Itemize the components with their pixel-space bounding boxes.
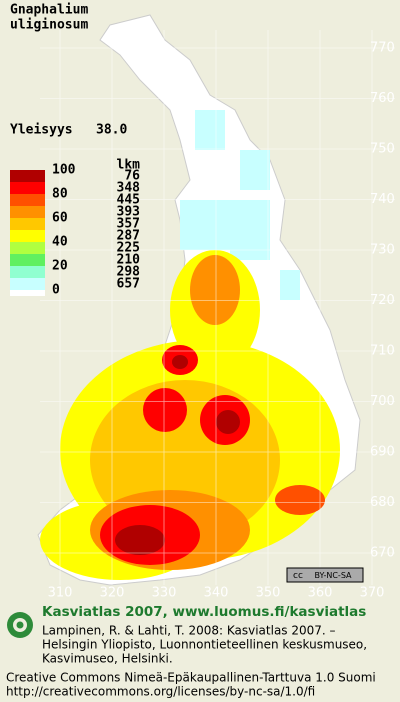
citation: Helsingin Yliopisto, Luonnontieteellinen… <box>42 638 367 652</box>
frequency-value: 38.0 <box>96 123 127 138</box>
region <box>115 525 165 555</box>
grid-label-x: 320 <box>100 586 125 601</box>
legend-scale: 100 <box>52 163 76 178</box>
legend-swatch <box>10 218 45 230</box>
grid-label-y: 740 <box>370 192 395 207</box>
species-name: uliginosum <box>10 18 88 33</box>
grid-label-y: 670 <box>370 546 395 561</box>
citation: Lampinen, R. & Lahti, T. 2008: Kasviatla… <box>42 624 336 638</box>
map <box>37 14 361 586</box>
region <box>216 410 240 434</box>
grid-label-x: 370 <box>360 586 385 601</box>
legend-scale: 0 <box>52 283 60 298</box>
license-url: http://creativecommons.org/licenses/by-n… <box>6 685 315 699</box>
grid-label-y: 710 <box>370 344 395 359</box>
license-text: Creative Commons Nimeä-Epäkaupallinen-Ta… <box>6 671 376 685</box>
footer-heading: Kasviatlas 2007, www.luomus.fi/kasviatla… <box>42 604 366 620</box>
legend-count: 357 <box>117 217 140 232</box>
legend-header: lkm <box>117 158 141 173</box>
legend-swatch <box>10 290 45 296</box>
species-name: Gnaphalium <box>10 3 88 18</box>
license-badge: cc BY-NC-SA <box>286 567 364 583</box>
grid-label-y: 750 <box>370 142 395 157</box>
grid-label-y: 700 <box>370 394 395 409</box>
region <box>172 355 188 369</box>
legend-count: 76 <box>124 169 140 184</box>
legend-scale: 80 <box>52 187 68 202</box>
legend-count: 393 <box>117 205 140 220</box>
grid <box>40 30 395 585</box>
grid-label-x: 340 <box>204 586 229 601</box>
legend-count: 348 <box>117 181 141 196</box>
legend-count: 225 <box>117 241 140 256</box>
region <box>143 388 187 432</box>
legend-count: 210 <box>117 253 141 268</box>
grid-label-x: 310 <box>48 586 73 601</box>
legend-count: 287 <box>117 229 140 244</box>
legend-swatch <box>10 206 45 218</box>
legend-count: 445 <box>117 193 140 208</box>
badge-license: BY-NC-SA <box>314 571 352 580</box>
grid-label-y: 730 <box>370 243 395 258</box>
region <box>190 255 240 325</box>
grid-label-y: 720 <box>370 293 395 308</box>
legend-swatch <box>10 170 45 182</box>
legend-swatch <box>10 278 45 290</box>
cyan-cells <box>180 110 300 300</box>
grid-label-x: 360 <box>308 586 333 601</box>
citation: Kasvimuseo, Helsinki. <box>42 652 173 666</box>
legend-swatch <box>10 242 45 254</box>
legend-swatch <box>10 230 45 242</box>
grid-label-y: 680 <box>370 495 395 510</box>
badge-cc: cc <box>293 571 303 581</box>
legend-swatch <box>10 254 45 266</box>
legend-scale: 40 <box>52 235 68 250</box>
legend-swatch <box>10 182 45 194</box>
grid-label-x: 330 <box>152 586 177 601</box>
region <box>275 485 325 515</box>
legend-scale: 60 <box>52 211 68 226</box>
grid-label-y: 770 <box>370 41 395 56</box>
legend-count: 298 <box>117 265 141 280</box>
grid-label-y: 690 <box>370 445 395 460</box>
logo <box>7 612 33 638</box>
legend-swatch <box>10 266 45 278</box>
grid-label-x: 350 <box>256 586 281 601</box>
legend-swatch <box>10 194 45 206</box>
frequency-label: Yleisyys <box>10 123 73 138</box>
grid-label-y: 760 <box>370 91 395 106</box>
legend-scale: 20 <box>52 259 68 274</box>
legend-count: 657 <box>117 277 140 292</box>
